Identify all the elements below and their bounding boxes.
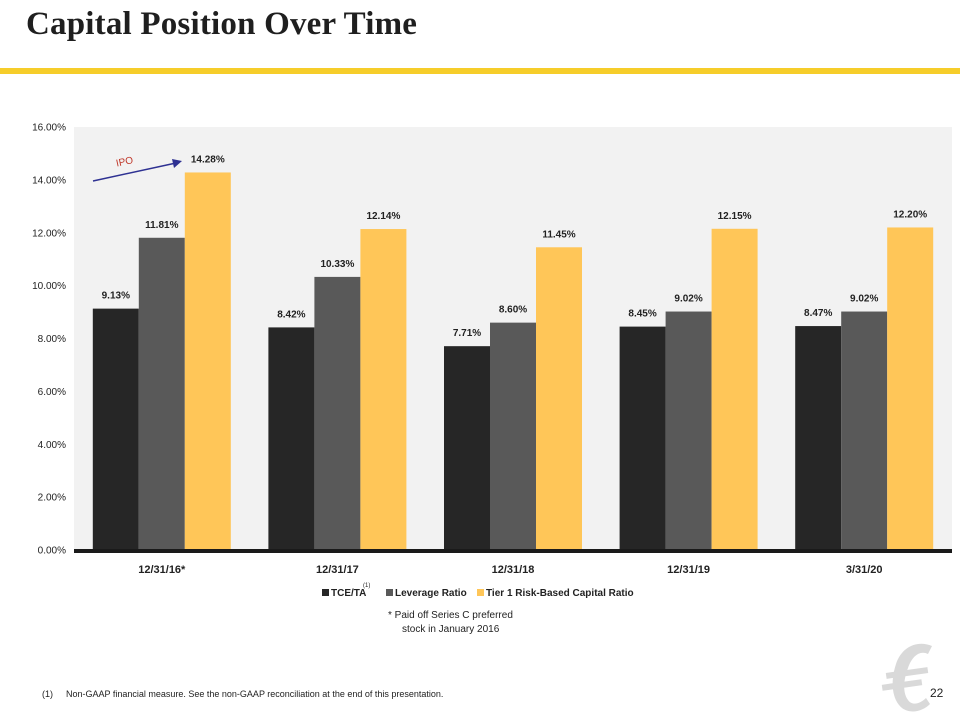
bar <box>536 247 582 550</box>
y-tick-label: 0.00% <box>38 546 66 557</box>
legend-swatch <box>386 589 393 596</box>
bar-value-label: 9.02% <box>850 294 878 305</box>
asterisk-note-line1: * Paid off Series C preferred <box>388 610 513 621</box>
bar <box>360 229 407 550</box>
y-tick-label: 12.00% <box>32 228 66 239</box>
bar <box>314 276 361 550</box>
bar <box>184 172 231 550</box>
legend: TCE/TA(1) Leverage Ratio Tier 1 Risk-Based… <box>322 583 634 599</box>
bar-value-label: 12.20% <box>893 209 927 220</box>
bar <box>92 308 139 550</box>
legend-swatch <box>322 589 329 596</box>
x-tick-label: 12/31/16* <box>138 564 186 576</box>
legend-label: Leverage Ratio <box>395 588 467 599</box>
bar-value-label: 8.47% <box>804 308 832 319</box>
bar <box>444 346 490 550</box>
bar-value-label: 10.33% <box>320 259 354 270</box>
y-tick-label: 2.00% <box>38 493 66 504</box>
bar-value-label: 8.45% <box>628 309 656 320</box>
bank-logo-icon <box>881 643 932 712</box>
bar-value-label: 8.42% <box>277 309 305 320</box>
x-tick-label: 3/31/20 <box>846 564 883 576</box>
ipo-arrow <box>92 162 177 182</box>
title-underline <box>0 68 960 74</box>
y-tick-label: 14.00% <box>32 175 66 186</box>
footnote-marker: (1) <box>42 689 53 699</box>
bar-value-label: 8.60% <box>499 305 527 316</box>
bar <box>619 326 666 550</box>
bar <box>665 311 712 550</box>
bar <box>795 326 842 550</box>
legend-label: TCE/TA <box>331 588 366 599</box>
bar-value-label: 9.13% <box>102 291 130 302</box>
page-number: 22 <box>930 686 944 700</box>
y-tick-label: 10.00% <box>32 281 66 292</box>
bar-value-label: 7.71% <box>453 328 481 339</box>
page-title: Capital Position Over Time <box>26 6 418 42</box>
bar <box>268 327 315 550</box>
footnote: (1) Non-GAAP financial measure. See the n… <box>42 689 443 699</box>
footnote-text: Non-GAAP financial measure. See the non-… <box>66 689 444 699</box>
x-tick-label: 12/31/18 <box>492 564 535 576</box>
bar-value-label: 12.15% <box>718 211 752 222</box>
y-tick-label: 4.00% <box>38 440 66 451</box>
bar-value-label: 9.02% <box>674 294 702 305</box>
x-tick-label: 12/31/17 <box>316 564 359 576</box>
y-axis-ticks: 0.00% 2.00% 4.00% 6.00% 8.00% 10.00% 12.00% 14.… <box>32 123 66 557</box>
bar <box>138 237 185 550</box>
bar <box>490 322 536 550</box>
legend-label: Tier 1 Risk-Based Capital Ratio <box>486 588 634 599</box>
x-axis-baseline <box>74 549 952 553</box>
legend-swatch <box>477 589 484 596</box>
x-axis-tick-labels: 12/31/16* 12/31/17 12/31/18 12/31/19 3/31/20 <box>138 564 882 576</box>
y-tick-label: 6.00% <box>38 387 66 398</box>
bar-value-label: 11.45% <box>542 229 575 240</box>
bar-value-label: 11.81% <box>145 220 178 231</box>
x-tick-label: 12/31/19 <box>667 564 710 576</box>
ipo-annotation: IPO <box>92 155 182 182</box>
bar-value-label: 12.14% <box>366 211 400 222</box>
y-tick-label: 8.00% <box>38 334 66 345</box>
ipo-label: IPO <box>115 155 134 169</box>
ipo-arrow-head <box>172 159 182 168</box>
bar <box>841 311 888 550</box>
bar <box>887 227 934 550</box>
legend-superscript: (1) <box>363 583 370 589</box>
y-tick-label: 16.00% <box>32 123 66 134</box>
bar <box>711 228 758 551</box>
bars <box>92 172 934 551</box>
asterisk-note-line2: stock in January 2016 <box>402 624 500 635</box>
bar-value-label: 14.28% <box>191 154 225 165</box>
bar-data-labels: 9.13% 11.81% 14.28% 8.42% 10.33% 12.14% 7.71% 8… <box>102 154 928 339</box>
